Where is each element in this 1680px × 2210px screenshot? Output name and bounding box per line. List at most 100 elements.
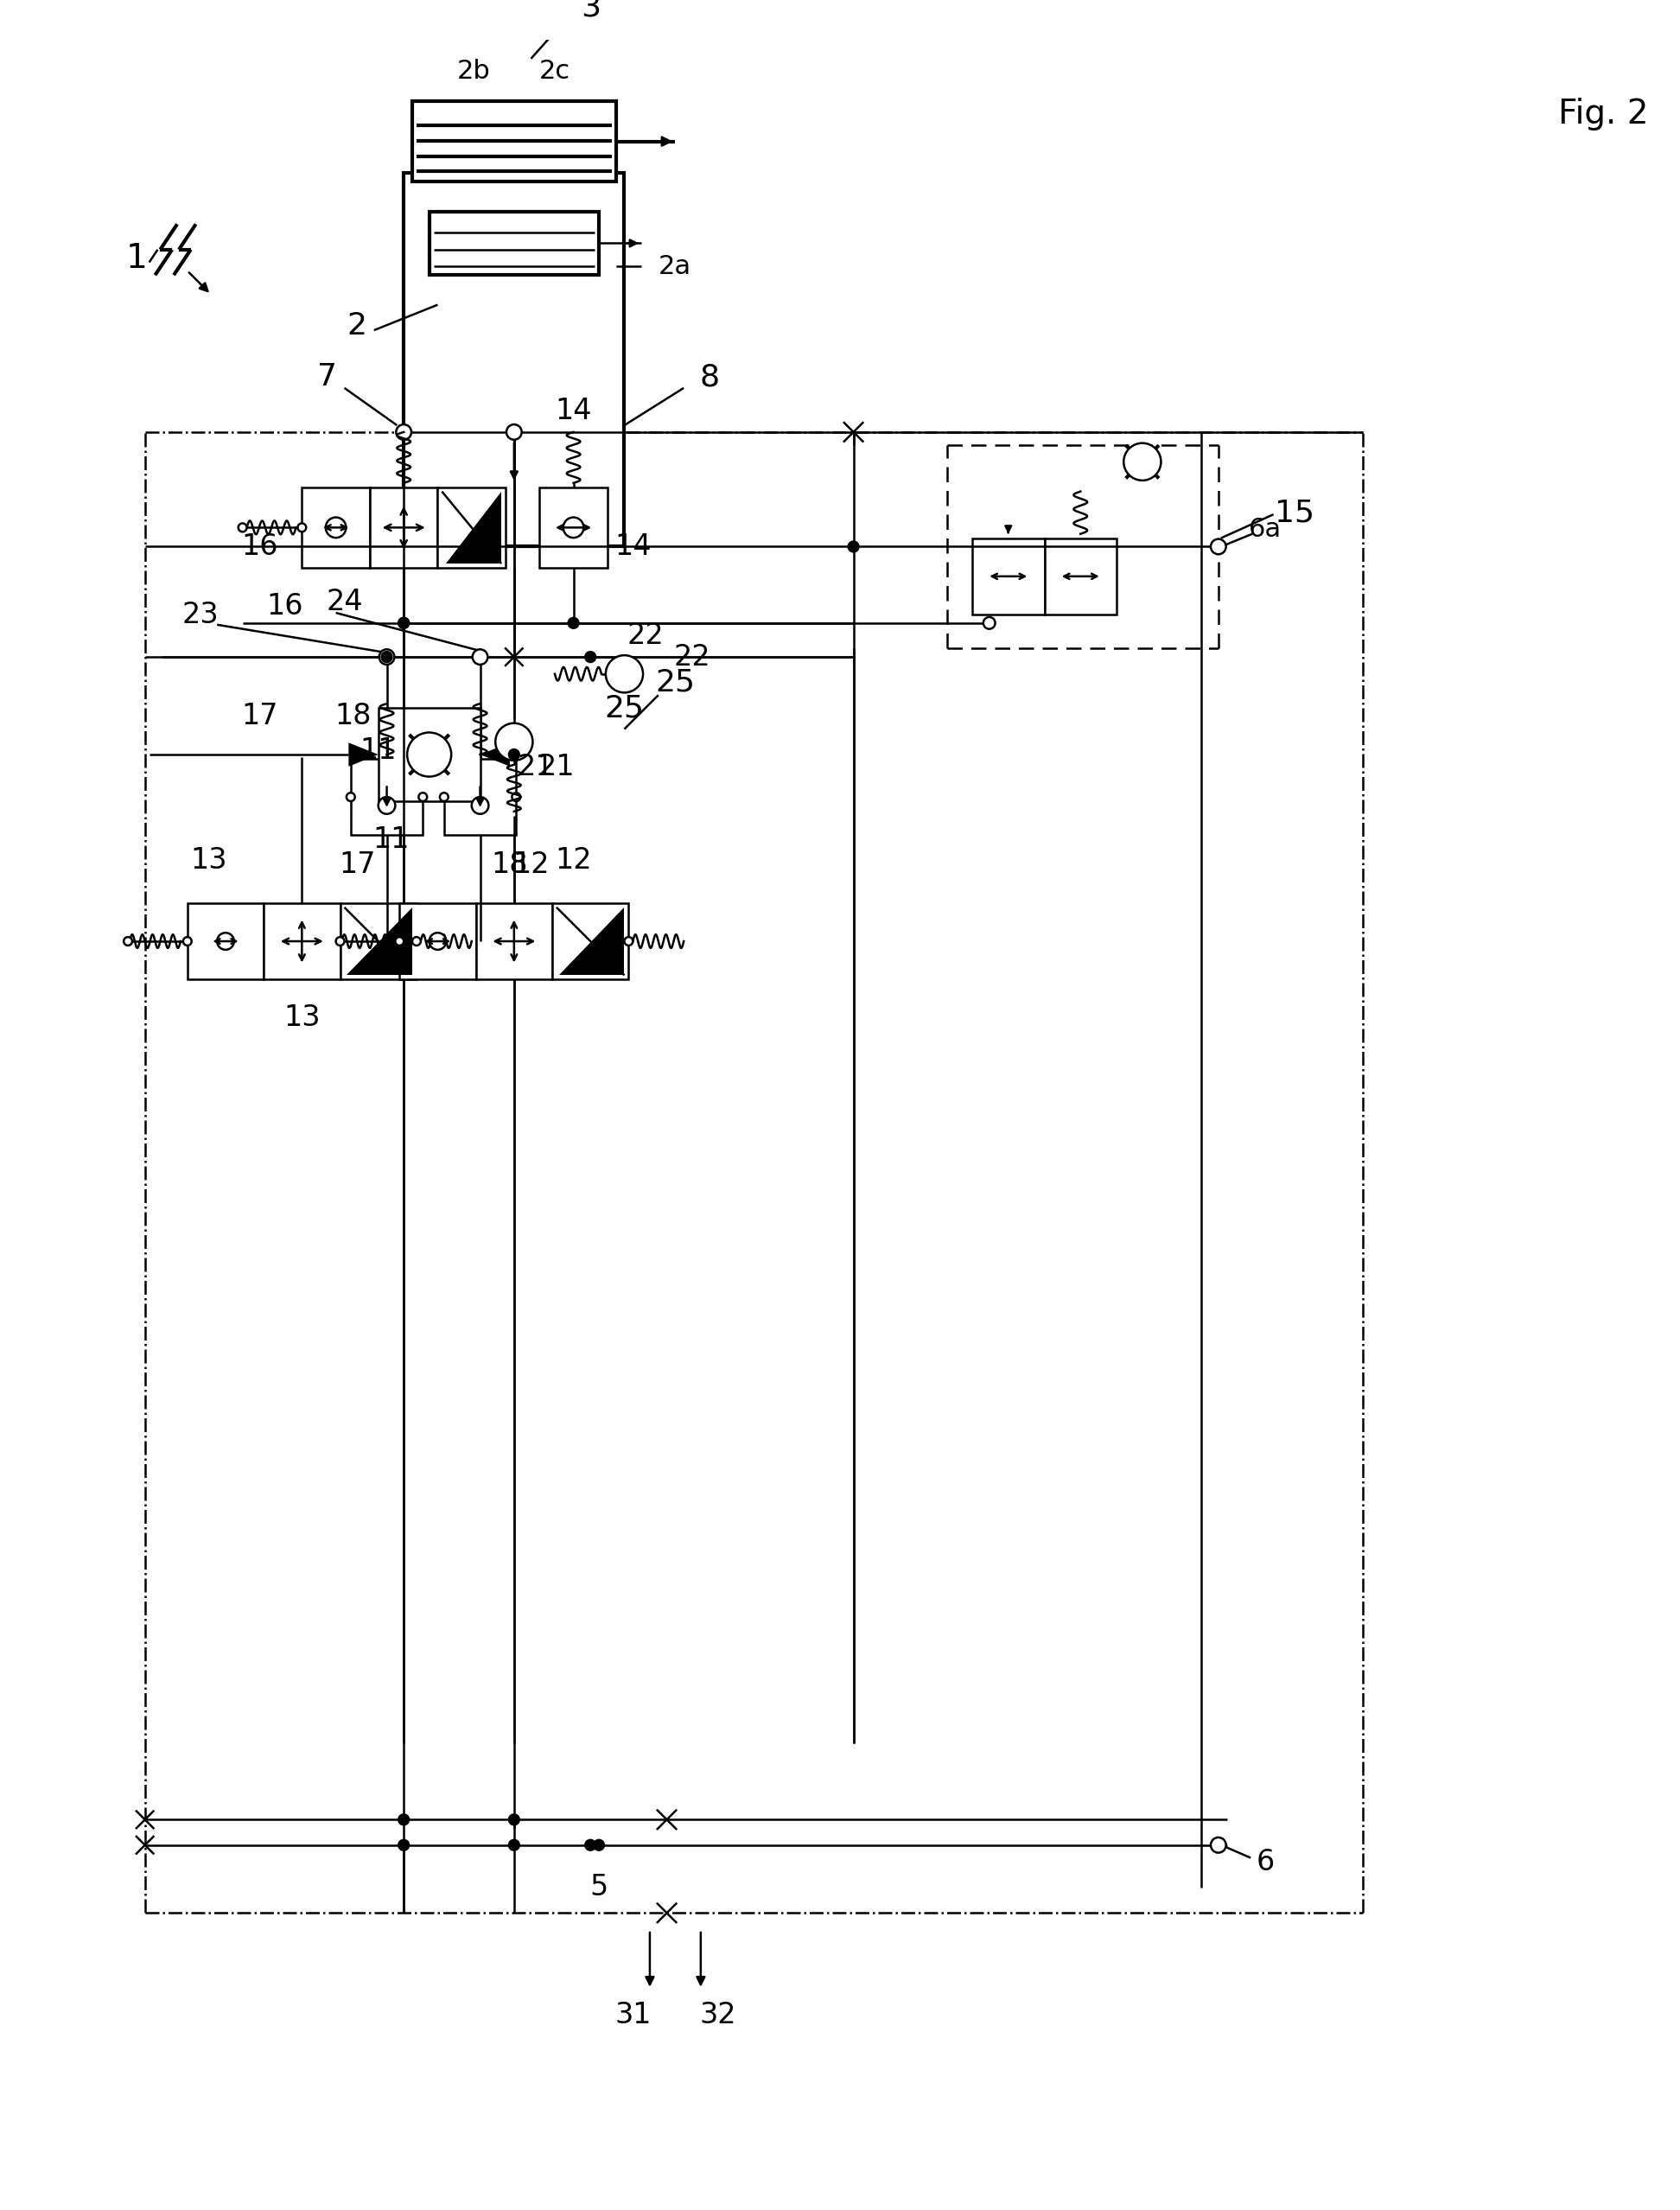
Circle shape: [183, 937, 192, 946]
Text: 16: 16: [242, 533, 277, 561]
Circle shape: [124, 937, 133, 946]
Circle shape: [585, 652, 595, 663]
Circle shape: [472, 798, 489, 813]
Circle shape: [848, 541, 858, 552]
Circle shape: [440, 793, 449, 802]
Bar: [1045, 539, 1117, 614]
Text: 22: 22: [627, 621, 664, 650]
Circle shape: [381, 652, 391, 663]
Circle shape: [239, 524, 247, 533]
Circle shape: [428, 933, 447, 950]
Circle shape: [326, 517, 346, 537]
Text: 1: 1: [126, 241, 148, 274]
Bar: [351, 758, 423, 835]
Bar: [539, 486, 608, 568]
Circle shape: [606, 654, 643, 692]
Text: 14: 14: [554, 396, 591, 424]
Text: 14: 14: [615, 533, 652, 561]
Text: 25: 25: [655, 667, 696, 696]
Circle shape: [625, 937, 633, 946]
Bar: [438, 486, 506, 568]
Circle shape: [336, 937, 344, 946]
Text: 8: 8: [699, 362, 719, 391]
Circle shape: [398, 1814, 408, 1825]
Text: 3: 3: [581, 0, 600, 22]
Text: 5: 5: [590, 1874, 608, 1903]
Bar: [412, 102, 617, 181]
Text: 21: 21: [538, 754, 575, 782]
Text: 22: 22: [674, 643, 711, 672]
Text: 17: 17: [242, 703, 277, 732]
Text: 7: 7: [318, 362, 338, 391]
Text: 13: 13: [190, 846, 227, 875]
Bar: [428, 212, 598, 274]
Bar: [444, 758, 516, 835]
Circle shape: [983, 617, 995, 630]
Bar: [339, 904, 417, 979]
Circle shape: [418, 793, 427, 802]
Text: Fig. 2: Fig. 2: [1557, 97, 1648, 130]
Text: 13: 13: [284, 1003, 321, 1032]
Circle shape: [496, 723, 533, 760]
Bar: [553, 904, 628, 979]
Text: 6a: 6a: [1248, 517, 1282, 541]
Circle shape: [395, 937, 403, 946]
Circle shape: [398, 1841, 408, 1850]
Circle shape: [1211, 1837, 1226, 1852]
Text: 18: 18: [492, 851, 528, 880]
Text: 12: 12: [512, 851, 549, 880]
Circle shape: [593, 1841, 605, 1850]
Circle shape: [398, 619, 408, 628]
Bar: [973, 539, 1045, 614]
Text: 17: 17: [339, 851, 375, 880]
Polygon shape: [447, 491, 501, 564]
Circle shape: [563, 517, 583, 537]
Polygon shape: [480, 743, 509, 767]
Circle shape: [585, 1841, 595, 1850]
Text: 15: 15: [1275, 497, 1315, 528]
Text: 12: 12: [554, 846, 591, 875]
Bar: [302, 486, 370, 568]
Text: 16: 16: [267, 592, 304, 621]
Text: 24: 24: [326, 588, 363, 617]
Circle shape: [396, 424, 412, 440]
Text: 2a: 2a: [659, 254, 690, 278]
Bar: [378, 707, 480, 802]
Text: 2: 2: [348, 312, 366, 340]
Circle shape: [398, 619, 408, 628]
Circle shape: [509, 749, 519, 760]
Circle shape: [412, 937, 420, 946]
Circle shape: [346, 793, 354, 802]
Bar: [400, 904, 475, 979]
Bar: [475, 904, 553, 979]
Bar: [370, 486, 438, 568]
Bar: [188, 904, 264, 979]
Text: 32: 32: [699, 2000, 736, 2029]
Text: 2c: 2c: [539, 60, 571, 84]
Polygon shape: [346, 908, 412, 975]
Text: 23: 23: [181, 601, 218, 630]
Text: 21: 21: [517, 754, 554, 782]
Text: 18: 18: [334, 703, 371, 732]
Text: 31: 31: [615, 2000, 652, 2029]
Text: 25: 25: [605, 694, 643, 723]
Text: 11: 11: [360, 736, 396, 765]
Circle shape: [217, 933, 234, 950]
Text: 2b: 2b: [457, 60, 491, 84]
Polygon shape: [348, 743, 378, 767]
Circle shape: [512, 793, 521, 802]
Circle shape: [297, 524, 306, 533]
Text: 6: 6: [1257, 1848, 1273, 1876]
Bar: [264, 904, 339, 979]
Circle shape: [506, 424, 522, 440]
Text: 11: 11: [373, 824, 410, 853]
Circle shape: [407, 732, 452, 776]
Circle shape: [378, 798, 395, 813]
Circle shape: [380, 650, 395, 665]
Circle shape: [568, 619, 578, 628]
Circle shape: [509, 1814, 519, 1825]
Bar: [403, 172, 625, 546]
Polygon shape: [559, 908, 625, 975]
Circle shape: [472, 650, 487, 665]
Circle shape: [509, 1841, 519, 1850]
